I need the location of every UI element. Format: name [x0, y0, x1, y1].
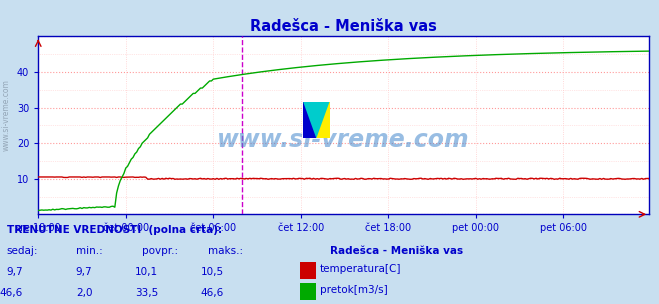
Text: povpr.:: povpr.: — [142, 246, 178, 256]
Text: 2,0: 2,0 — [76, 288, 92, 299]
Polygon shape — [303, 102, 316, 138]
Text: www.si-vreme.com: www.si-vreme.com — [217, 128, 470, 152]
Text: sedaj:: sedaj: — [7, 246, 38, 256]
Text: TRENUTNE VREDNOSTI  (polna črta):: TRENUTNE VREDNOSTI (polna črta): — [7, 224, 221, 235]
Text: Radešca - Meniška vas: Radešca - Meniška vas — [330, 246, 463, 256]
Text: 9,7: 9,7 — [7, 267, 23, 277]
Text: temperatura[C]: temperatura[C] — [320, 264, 401, 274]
Text: min.:: min.: — [76, 246, 103, 256]
Polygon shape — [316, 102, 330, 138]
Polygon shape — [303, 102, 330, 138]
Text: 10,5: 10,5 — [201, 267, 224, 277]
Title: Radešca - Meniška vas: Radešca - Meniška vas — [250, 19, 437, 34]
Text: www.si-vreme.com: www.si-vreme.com — [2, 80, 11, 151]
Text: 10,1: 10,1 — [135, 267, 158, 277]
Text: maks.:: maks.: — [208, 246, 243, 256]
Text: 33,5: 33,5 — [135, 288, 158, 299]
Text: 46,6: 46,6 — [0, 288, 23, 299]
Text: 46,6: 46,6 — [201, 288, 224, 299]
Text: pretok[m3/s]: pretok[m3/s] — [320, 285, 387, 295]
Text: 9,7: 9,7 — [76, 267, 92, 277]
